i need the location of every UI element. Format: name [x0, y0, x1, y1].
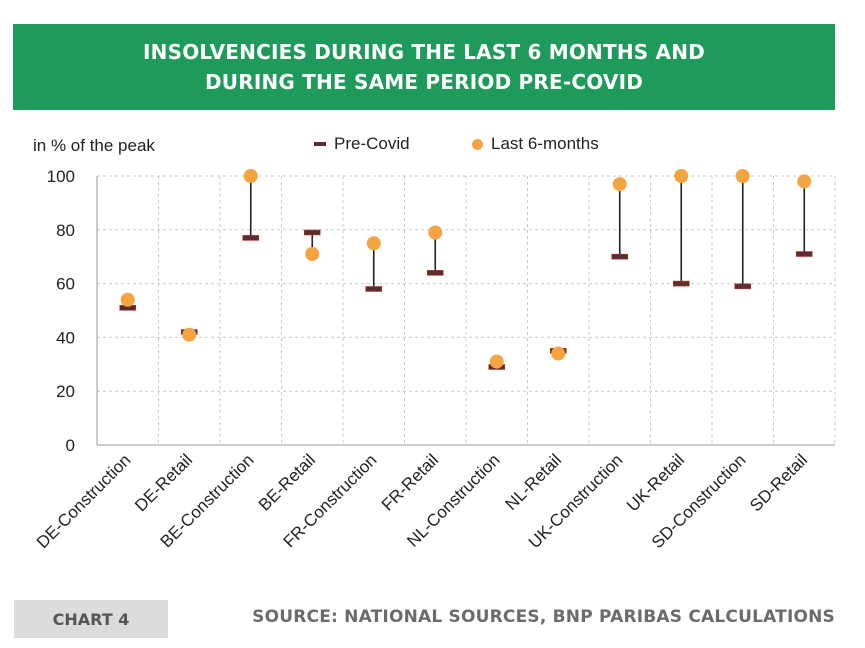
last6-marker [120, 292, 135, 307]
legend-item-precovid: Pre-Covid [314, 134, 410, 154]
precovid-marker [303, 229, 321, 236]
x-category-label: SD-Retail [746, 450, 811, 515]
precovid-marker [672, 280, 690, 287]
precovid-marker [734, 283, 752, 290]
last6-marker [182, 327, 197, 342]
x-category-label: DE-Retail [131, 450, 196, 515]
legend-dash-icon [314, 142, 326, 146]
precovid-marker [611, 253, 629, 260]
precovid-marker [795, 251, 813, 257]
last6-marker [489, 354, 504, 369]
y-tick-label: 20 [56, 382, 75, 401]
chart-number-box: CHART 4 [14, 600, 168, 638]
last6-marker [305, 247, 320, 262]
last6-marker [735, 169, 750, 183]
last6-marker [366, 236, 381, 251]
y-tick-label: 40 [56, 328, 75, 347]
legend-label-precovid: Pre-Covid [334, 134, 410, 153]
legend-item-last6: Last 6-months [472, 134, 599, 154]
precovid-marker [242, 235, 260, 241]
source-note: SOURCE: NATIONAL SOURCES, BNP PARIBAS CA… [252, 607, 835, 627]
last6-marker [428, 225, 443, 240]
precovid-marker [426, 270, 444, 276]
y-tick-label: 0 [66, 436, 75, 455]
chart-title-line-2: DURING THE SAME PERIOD PRE-COVID [204, 70, 644, 94]
legend-dot-icon [472, 138, 483, 150]
last6-marker [243, 169, 258, 183]
x-category-label: UK-Retail [623, 450, 688, 515]
last6-marker [612, 177, 627, 192]
chart-title-line-1: INSOLVENCIES DURING THE LAST 6 MONTHS AN… [143, 40, 705, 64]
chart-plot-area: 020406080100DE-ConstructionDE-RetailBE-C… [33, 167, 836, 552]
y-tick-label: 60 [56, 275, 75, 294]
y-axis-label: in % of the peak [33, 136, 155, 155]
legend-label-last6: Last 6-months [491, 134, 599, 153]
precovid-marker [365, 286, 383, 292]
x-category-label: DE-Construction [33, 450, 135, 552]
chart-title-banner: INSOLVENCIES DURING THE LAST 6 MONTHS AN… [13, 24, 835, 110]
x-category-label: FR-Retail [378, 450, 442, 514]
last6-marker [797, 174, 812, 189]
legend: Pre-Covid Last 6-months [0, 134, 865, 158]
last6-marker [674, 169, 689, 183]
last6-marker [551, 346, 566, 361]
x-category-label: BE-Retail [255, 450, 319, 514]
x-category-label: NL-Retail [502, 450, 566, 514]
y-tick-label: 100 [47, 167, 75, 186]
y-tick-label: 80 [56, 221, 75, 240]
